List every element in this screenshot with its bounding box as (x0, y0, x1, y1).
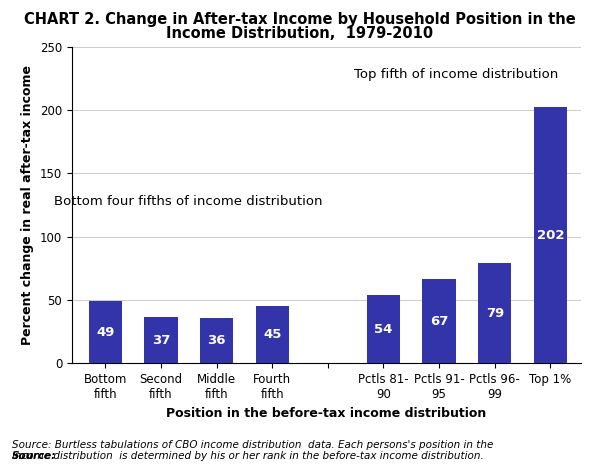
Y-axis label: Percent change in real after-tax income: Percent change in real after-tax income (22, 65, 34, 345)
Text: 79: 79 (486, 307, 504, 320)
Text: 67: 67 (430, 315, 448, 328)
Text: CHART 2. Change in After-tax Income by Household Position in the: CHART 2. Change in After-tax Income by H… (23, 12, 576, 27)
Text: Bottom four fifths of income distribution: Bottom four fifths of income distributio… (55, 195, 323, 208)
Text: 202: 202 (537, 229, 564, 242)
Bar (478, 263, 512, 363)
Bar (89, 302, 122, 363)
Text: 37: 37 (152, 334, 170, 347)
Text: 54: 54 (374, 323, 393, 336)
Text: Source:: Source: (12, 452, 56, 461)
Bar (367, 295, 400, 363)
X-axis label: Position in the before-tax income distribution: Position in the before-tax income distri… (167, 407, 486, 420)
Text: 49: 49 (96, 326, 114, 339)
Text: Top fifth of income distribution: Top fifth of income distribution (353, 68, 558, 81)
Bar (200, 318, 233, 363)
Text: Source: Burtless tabulations of CBO income distribution  data. Each persons's po: Source: Burtless tabulations of CBO inco… (12, 440, 494, 461)
Bar (144, 316, 178, 363)
Bar (534, 108, 567, 363)
Text: 36: 36 (207, 334, 226, 347)
Text: Income Distribution,  1979-2010: Income Distribution, 1979-2010 (166, 26, 433, 41)
Text: 45: 45 (263, 329, 282, 342)
Bar (256, 307, 289, 363)
Bar (422, 279, 456, 363)
